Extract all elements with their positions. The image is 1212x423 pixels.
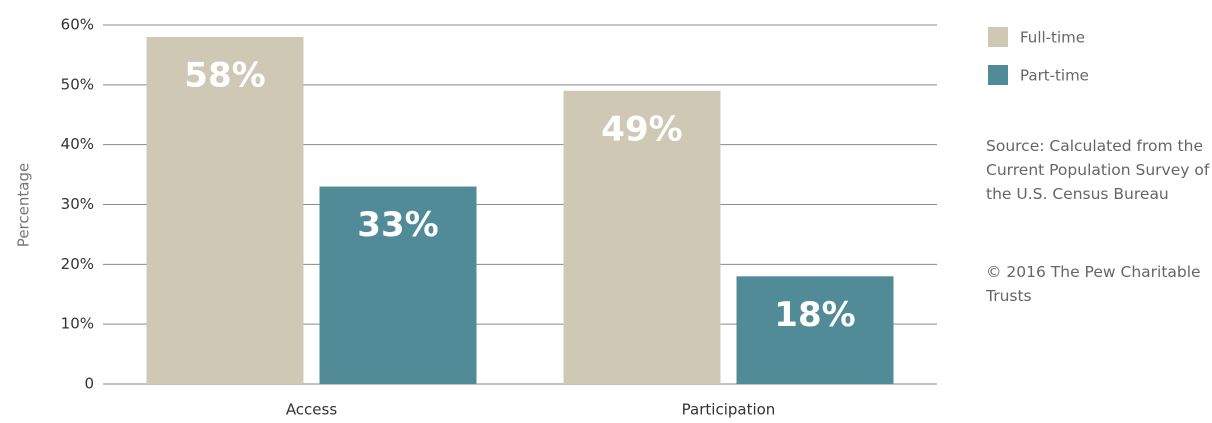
y-tick-label: 40% [61,135,94,153]
value-label: 49% [601,109,682,149]
legend-label: Part-time [1020,67,1089,85]
value-label: 18% [774,295,855,335]
source-note: Source: Calculated from the Current Popu… [986,137,1210,203]
copyright-note: © 2016 The Pew Charitable Trusts [986,263,1201,305]
bar [319,186,477,384]
value-label: 58% [184,55,265,95]
y-tick-label: 10% [61,315,94,333]
y-tick-label: 30% [61,195,94,213]
y-tick-label: 60% [61,16,94,34]
y-tick-label: 20% [61,255,94,273]
y-tick-label: 50% [61,75,94,93]
x-tick-label: Access [286,401,338,419]
x-tick-label: Participation [682,401,776,419]
y-tick-label: 0 [84,375,94,393]
value-label: 33% [357,205,438,245]
legend-swatch [988,27,1008,47]
y-axis-label: Percentage [15,163,33,247]
bar [736,276,894,384]
bar [563,90,721,385]
legend-label: Full-time [1020,29,1085,47]
bar [146,36,304,384]
legend-swatch [988,65,1008,85]
